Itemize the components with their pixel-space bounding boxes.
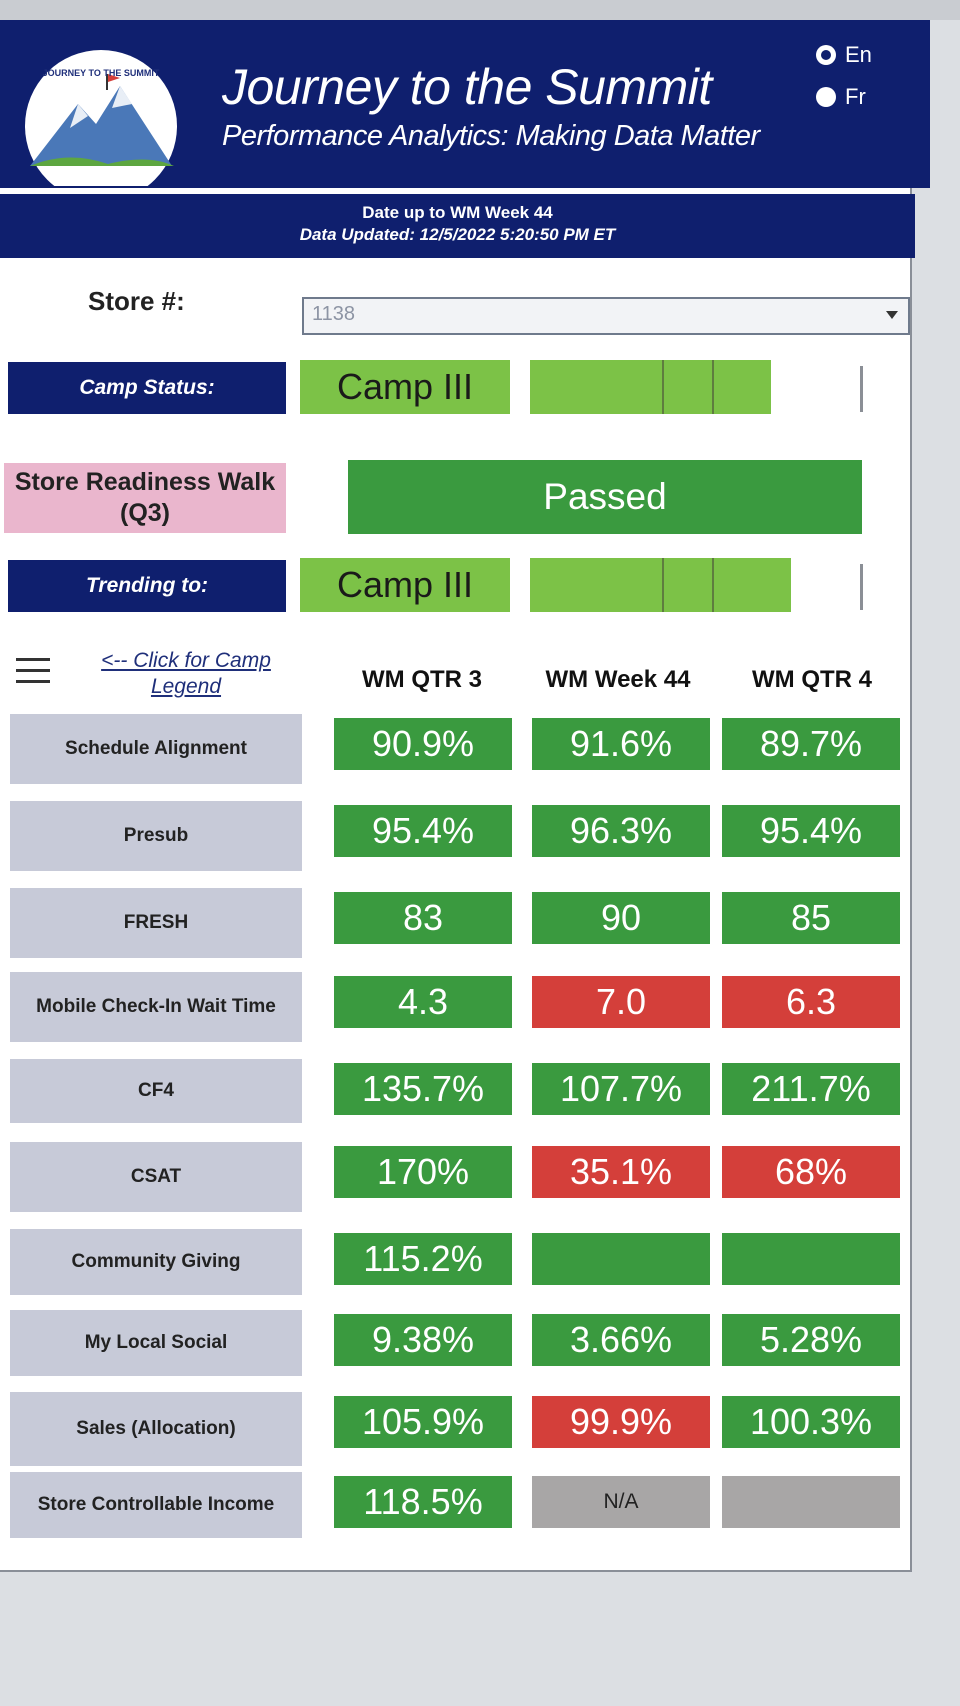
metric-cell: 5.28% xyxy=(722,1314,900,1366)
camp-status-progress-bar xyxy=(530,360,771,414)
radio-unselected-icon xyxy=(816,87,836,107)
progress-tick xyxy=(662,558,664,612)
column-header-qtr3: WM QTR 3 xyxy=(362,666,482,693)
metric-label: Sales (Allocation) xyxy=(10,1392,302,1466)
dropdown-caret-icon xyxy=(886,311,898,319)
language-option-en[interactable]: En xyxy=(816,42,872,68)
metric-cell: N/A xyxy=(532,1476,710,1528)
metric-cell: 83 xyxy=(334,892,512,944)
trending-progress-bar xyxy=(530,558,791,612)
metric-cell: 99.9% xyxy=(532,1396,710,1448)
metric-cell: 91.6% xyxy=(532,718,710,770)
progress-end-marker xyxy=(860,366,863,412)
metric-label: FRESH xyxy=(10,888,302,958)
store-value: 1138 xyxy=(312,303,356,325)
metric-cell: 107.7% xyxy=(532,1063,710,1115)
progress-tick xyxy=(712,360,714,414)
metric-label: Store Controllable Income xyxy=(10,1472,302,1538)
monitor-bezel xyxy=(0,0,960,20)
hamburger-menu-icon[interactable] xyxy=(16,658,50,684)
metric-cell: 4.3 xyxy=(334,976,512,1028)
metric-cell: 9.38% xyxy=(334,1314,512,1366)
metric-cell: 211.7% xyxy=(722,1063,900,1115)
metric-cell: 100.3% xyxy=(722,1396,900,1448)
metric-cell: 90 xyxy=(532,892,710,944)
metric-cell xyxy=(722,1476,900,1528)
metric-label: My Local Social xyxy=(10,1310,302,1376)
metric-cell: 3.66% xyxy=(532,1314,710,1366)
metric-cell: 118.5% xyxy=(334,1476,512,1528)
metric-label: Schedule Alignment xyxy=(10,714,302,784)
metric-cell: 96.3% xyxy=(532,805,710,857)
updated-line: Data Updated: 12/5/2022 5:20:50 PM ET xyxy=(299,225,616,244)
metric-cell: 95.4% xyxy=(722,805,900,857)
metric-label: Community Giving xyxy=(10,1229,302,1295)
store-label: Store #: xyxy=(88,286,185,316)
date-line: Date up to WM Week 44 xyxy=(362,203,553,222)
camp-legend-link[interactable]: <-- Click for Camp Legend xyxy=(101,649,271,698)
language-option-fr[interactable]: Fr xyxy=(816,84,866,110)
metric-cell: 90.9% xyxy=(334,718,512,770)
metric-cell: 35.1% xyxy=(532,1146,710,1198)
metric-label: Mobile Check-In Wait Time xyxy=(10,972,302,1042)
trending-label: Trending to: xyxy=(8,560,286,612)
metric-cell: 7.0 xyxy=(532,976,710,1028)
metric-cell: 85 xyxy=(722,892,900,944)
metric-cell xyxy=(722,1233,900,1285)
progress-end-marker xyxy=(860,564,863,610)
radio-selected-icon xyxy=(816,45,836,65)
camp-status-value: Camp III xyxy=(300,360,510,414)
metric-cell: 89.7% xyxy=(722,718,900,770)
language-label-en: En xyxy=(845,42,872,67)
metric-cell: 105.9% xyxy=(334,1396,512,1448)
summit-logo: JOURNEY TO THE SUMMIT xyxy=(25,50,177,186)
metric-label: CF4 xyxy=(10,1059,302,1123)
data-info-bar: Date up to WM Week 44 Data Updated: 12/5… xyxy=(0,194,915,258)
camp-status-label: Camp Status: xyxy=(8,362,286,414)
dashboard-panel: JOURNEY TO THE SUMMIT Journey to the Sum… xyxy=(0,20,930,1572)
column-header-qtr4: WM QTR 4 xyxy=(752,666,872,693)
metric-cell: 170% xyxy=(334,1146,512,1198)
metric-label: CSAT xyxy=(10,1142,302,1212)
metric-cell xyxy=(532,1233,710,1285)
store-select[interactable]: 1138 xyxy=(302,297,910,335)
metric-cell: 115.2% xyxy=(334,1233,512,1285)
logo-text: JOURNEY TO THE SUMMIT xyxy=(43,68,160,78)
language-label-fr: Fr xyxy=(845,84,866,109)
column-header-week44: WM Week 44 xyxy=(545,666,691,693)
metric-cell: 95.4% xyxy=(334,805,512,857)
metric-cell: 6.3 xyxy=(722,976,900,1028)
progress-tick xyxy=(712,558,714,612)
store-readiness-value: Passed xyxy=(348,460,862,534)
header-banner: JOURNEY TO THE SUMMIT Journey to the Sum… xyxy=(0,20,930,188)
metric-label: Presub xyxy=(10,801,302,871)
page-subtitle: Performance Analytics: Making Data Matte… xyxy=(222,120,760,152)
store-readiness-label: Store Readiness Walk (Q3) xyxy=(4,463,286,533)
page-title: Journey to the Summit xyxy=(222,59,712,115)
metric-cell: 135.7% xyxy=(334,1063,512,1115)
progress-tick xyxy=(662,360,664,414)
metric-cell: 68% xyxy=(722,1146,900,1198)
trending-value: Camp III xyxy=(300,558,510,612)
